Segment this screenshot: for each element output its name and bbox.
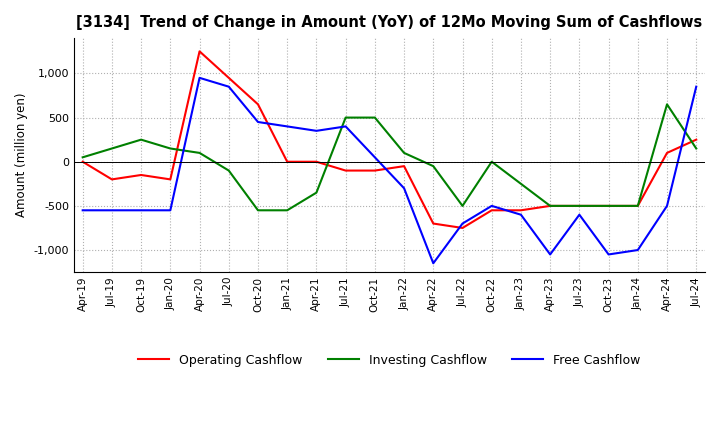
Operating Cashflow xyxy=(662,150,671,156)
Investing Cashflow xyxy=(692,146,701,151)
Free Cashflow xyxy=(371,155,379,160)
Title: [3134]  Trend of Change in Amount (YoY) of 12Mo Moving Sum of Cashflows: [3134] Trend of Change in Amount (YoY) o… xyxy=(76,15,703,30)
Free Cashflow xyxy=(166,208,175,213)
Free Cashflow xyxy=(429,260,438,266)
Operating Cashflow xyxy=(517,208,526,213)
Free Cashflow xyxy=(253,119,262,125)
Operating Cashflow xyxy=(137,172,145,178)
Investing Cashflow xyxy=(400,150,408,156)
Operating Cashflow xyxy=(225,75,233,81)
Operating Cashflow xyxy=(341,168,350,173)
Free Cashflow xyxy=(78,208,87,213)
Operating Cashflow xyxy=(78,159,87,165)
Free Cashflow xyxy=(107,208,116,213)
Investing Cashflow xyxy=(575,203,584,209)
Y-axis label: Amount (million yen): Amount (million yen) xyxy=(15,93,28,217)
Investing Cashflow xyxy=(487,159,496,165)
Operating Cashflow xyxy=(546,203,554,209)
Free Cashflow xyxy=(341,124,350,129)
Operating Cashflow xyxy=(283,159,292,165)
Free Cashflow xyxy=(604,252,613,257)
Operating Cashflow xyxy=(429,221,438,226)
Line: Investing Cashflow: Investing Cashflow xyxy=(83,104,696,210)
Free Cashflow xyxy=(283,124,292,129)
Investing Cashflow xyxy=(195,150,204,156)
Investing Cashflow xyxy=(78,155,87,160)
Free Cashflow xyxy=(634,247,642,253)
Free Cashflow xyxy=(575,212,584,217)
Investing Cashflow xyxy=(604,203,613,209)
Free Cashflow xyxy=(517,212,526,217)
Legend: Operating Cashflow, Investing Cashflow, Free Cashflow: Operating Cashflow, Investing Cashflow, … xyxy=(133,348,646,371)
Operating Cashflow xyxy=(400,164,408,169)
Investing Cashflow xyxy=(225,168,233,173)
Free Cashflow xyxy=(400,186,408,191)
Investing Cashflow xyxy=(137,137,145,142)
Investing Cashflow xyxy=(341,115,350,120)
Investing Cashflow xyxy=(458,203,467,209)
Investing Cashflow xyxy=(107,146,116,151)
Free Cashflow xyxy=(487,203,496,209)
Investing Cashflow xyxy=(662,102,671,107)
Free Cashflow xyxy=(195,75,204,81)
Investing Cashflow xyxy=(634,203,642,209)
Free Cashflow xyxy=(692,84,701,89)
Free Cashflow xyxy=(546,252,554,257)
Operating Cashflow xyxy=(604,203,613,209)
Investing Cashflow xyxy=(253,208,262,213)
Investing Cashflow xyxy=(312,190,320,195)
Line: Free Cashflow: Free Cashflow xyxy=(83,78,696,263)
Operating Cashflow xyxy=(371,168,379,173)
Operating Cashflow xyxy=(195,49,204,54)
Operating Cashflow xyxy=(253,102,262,107)
Operating Cashflow xyxy=(487,208,496,213)
Operating Cashflow xyxy=(312,159,320,165)
Operating Cashflow xyxy=(692,137,701,142)
Operating Cashflow xyxy=(458,225,467,231)
Investing Cashflow xyxy=(371,115,379,120)
Investing Cashflow xyxy=(429,164,438,169)
Investing Cashflow xyxy=(166,146,175,151)
Operating Cashflow xyxy=(107,177,116,182)
Free Cashflow xyxy=(225,84,233,89)
Free Cashflow xyxy=(458,221,467,226)
Free Cashflow xyxy=(137,208,145,213)
Investing Cashflow xyxy=(517,181,526,187)
Operating Cashflow xyxy=(575,203,584,209)
Investing Cashflow xyxy=(283,208,292,213)
Operating Cashflow xyxy=(166,177,175,182)
Line: Operating Cashflow: Operating Cashflow xyxy=(83,51,696,228)
Free Cashflow xyxy=(312,128,320,133)
Operating Cashflow xyxy=(634,203,642,209)
Investing Cashflow xyxy=(546,203,554,209)
Free Cashflow xyxy=(662,203,671,209)
